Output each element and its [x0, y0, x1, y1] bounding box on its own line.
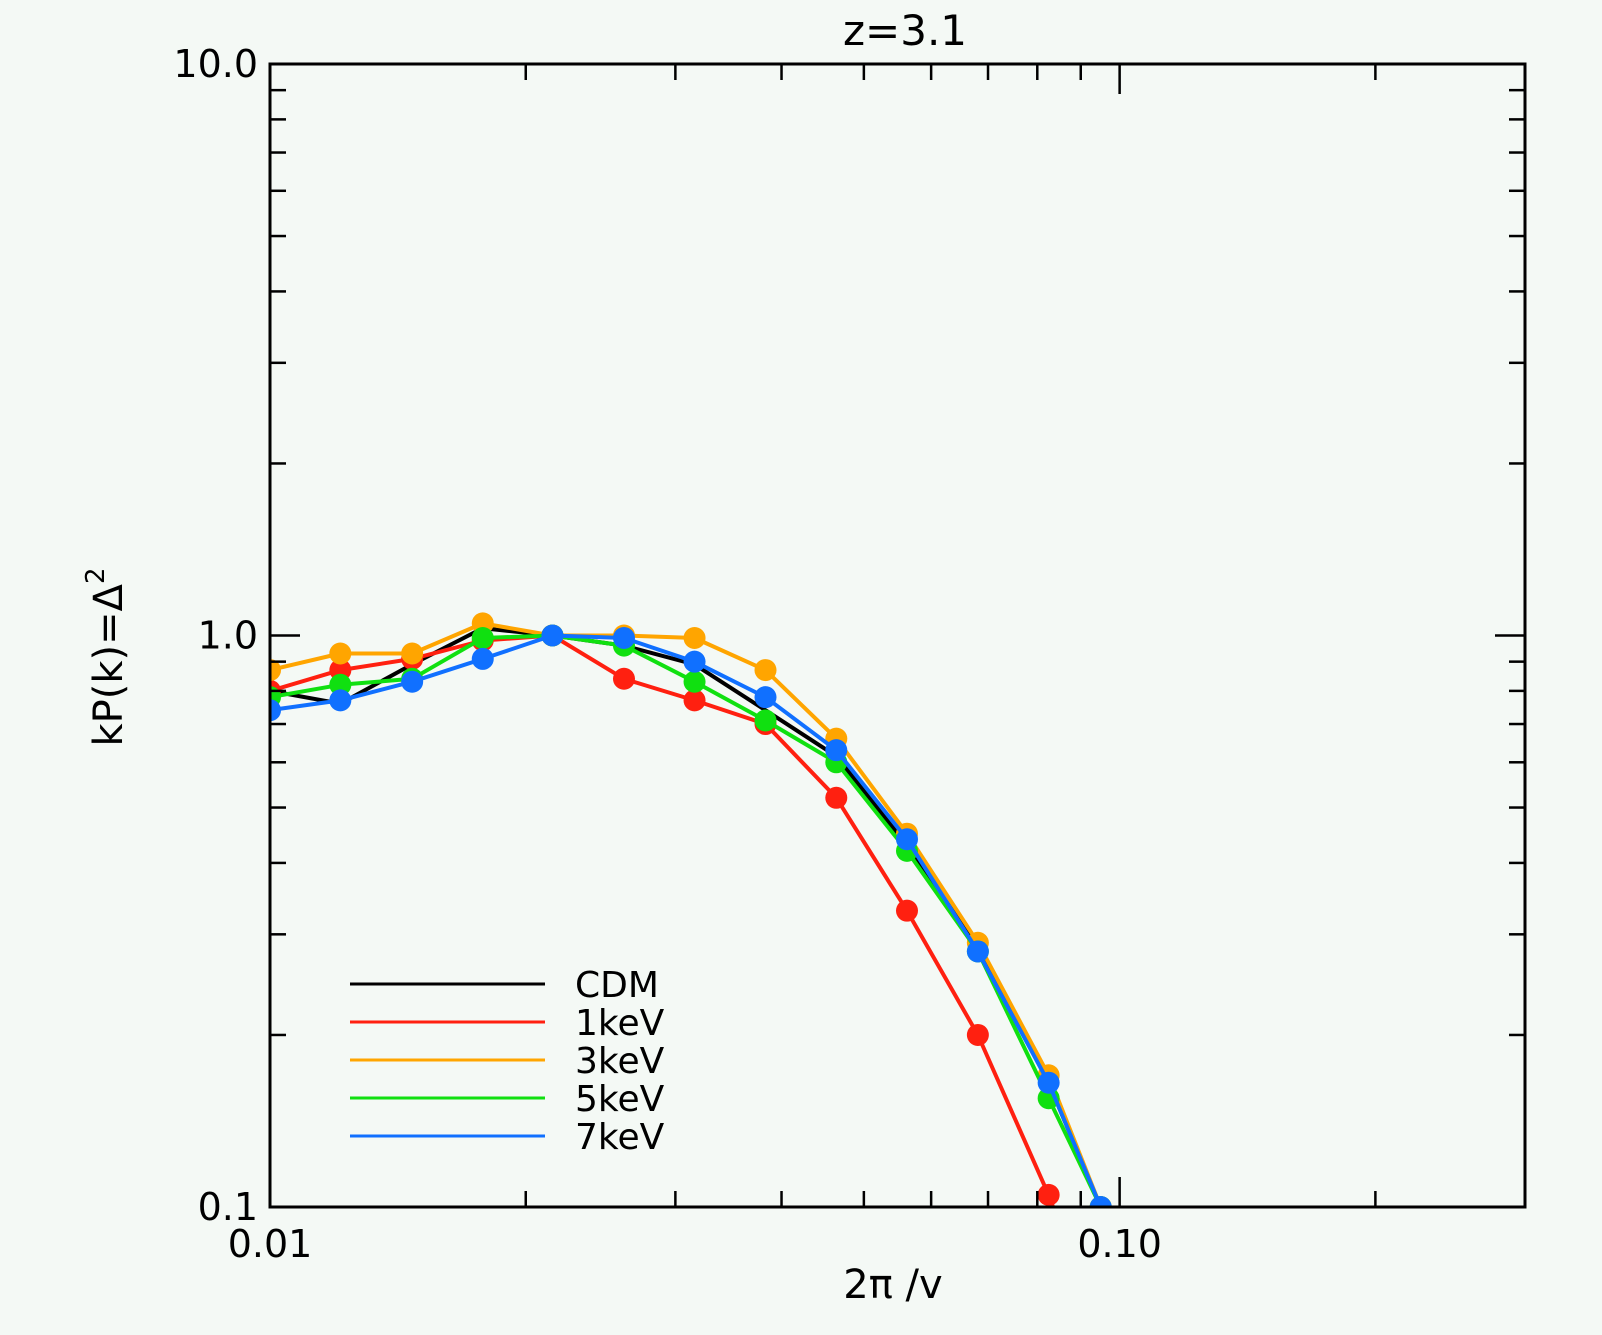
- y-tick-label: 0.1: [198, 1185, 258, 1229]
- data-point-7keV: [401, 670, 424, 693]
- chart-title: z=3.1: [843, 6, 967, 55]
- data-point-1keV: [612, 667, 635, 690]
- data-point-7keV: [612, 626, 635, 649]
- legend-label-1keV: 1keV: [575, 1003, 665, 1044]
- data-point-7keV: [895, 828, 918, 851]
- legend-label-CDM: CDM: [575, 965, 659, 1006]
- svg-text:kP(k)=Δ2: kP(k)=Δ2: [81, 567, 132, 746]
- data-point-1keV: [1037, 1183, 1060, 1206]
- data-point-7keV: [270, 699, 281, 722]
- data-point-3keV: [329, 642, 352, 665]
- data-point-7keV: [966, 940, 989, 963]
- data-point-7keV: [471, 647, 494, 670]
- series-7keV: [270, 624, 1112, 1207]
- data-point-7keV: [683, 650, 706, 673]
- data-point-1keV: [895, 899, 918, 922]
- data-point-7keV: [754, 686, 777, 709]
- data-point-5keV: [754, 709, 777, 732]
- data-point-3keV: [401, 642, 424, 665]
- data-point-1keV: [825, 786, 848, 809]
- data-point-7keV: [1089, 1196, 1112, 1207]
- data-point-5keV: [471, 626, 494, 649]
- x-tick-label: 0.01: [228, 1222, 313, 1266]
- legend-label-5keV: 5keV: [575, 1079, 665, 1120]
- data-point-5keV: [329, 673, 352, 696]
- data-point-3keV: [270, 659, 281, 682]
- y-tick-label: 1.0: [198, 614, 258, 658]
- series-layer: [270, 612, 1112, 1207]
- y-tick-label: 10.0: [173, 42, 258, 86]
- data-point-7keV: [1037, 1071, 1060, 1094]
- data-point-1keV: [683, 689, 706, 712]
- x-tick-label: 0.10: [1077, 1222, 1162, 1266]
- data-point-1keV: [966, 1023, 989, 1046]
- data-point-3keV: [754, 659, 777, 682]
- legend-label-7keV: 7keV: [575, 1117, 665, 1158]
- x-axis-label: 2π /v: [843, 1262, 942, 1308]
- data-point-7keV: [329, 689, 352, 712]
- y-axis-label: kP(k)=Δ: [86, 583, 132, 746]
- data-point-7keV: [541, 624, 564, 647]
- data-point-5keV: [683, 670, 706, 693]
- data-point-7keV: [825, 739, 848, 762]
- y-axis-label-superscript: 2: [81, 567, 111, 584]
- legend-label-3keV: 3keV: [575, 1041, 665, 1082]
- data-point-3keV: [683, 626, 706, 649]
- axis-ticks: 0.1 1.0 10.0 0.01 0.10: [173, 42, 1527, 1266]
- y-axis-label-group: kP(k)=Δ2: [81, 567, 132, 746]
